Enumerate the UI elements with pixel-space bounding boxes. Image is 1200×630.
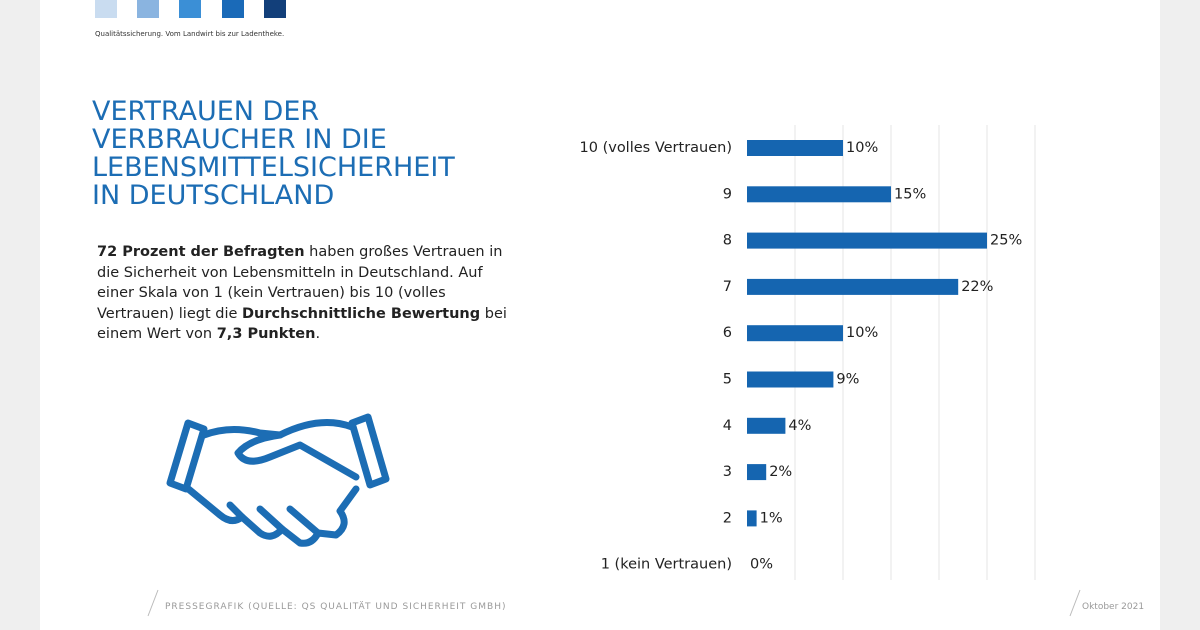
- headline-line: VERTRAUEN DER: [92, 96, 320, 127]
- category-label: 10 (volles Vertrauen): [580, 140, 732, 156]
- intro-run: .: [315, 326, 321, 342]
- value-label: 22%: [961, 279, 993, 295]
- category-label: 9: [723, 186, 732, 202]
- category-label: 3: [723, 464, 732, 480]
- value-label: 10%: [846, 140, 878, 156]
- card: Qualitätssicherung. Vom Landwirt bis zur…: [40, 0, 1160, 630]
- value-label: 10%: [846, 325, 878, 341]
- value-label: 0%: [750, 557, 773, 573]
- date: Oktober 2021: [1082, 602, 1145, 612]
- headline: VERTRAUEN DER VERBRAUCHER IN DIE LEBENSMIT…: [92, 98, 455, 210]
- handshake-icon: [166, 413, 390, 547]
- logo-squares: [95, 0, 286, 18]
- intro-run: haben großes Vertrauen in die Sicherheit…: [97, 244, 503, 322]
- category-label: 4: [723, 418, 732, 434]
- category-label: 5: [723, 372, 732, 388]
- bar: [747, 186, 891, 203]
- value-label: 4%: [788, 418, 811, 434]
- bar: [747, 140, 843, 156]
- value-label: 9%: [836, 372, 859, 388]
- headline-line: IN DEUTSCHLAND: [92, 180, 335, 211]
- source: PRESSEGRAFIK (QUELLE: QS QUALITÄT UND SI…: [165, 602, 507, 612]
- intro: 72 Prozent der Befragten haben großes Ve…: [97, 242, 507, 345]
- bar: [747, 232, 987, 249]
- footer: PRESSEGRAFIK (QUELLE: QS QUALITÄT UND SI…: [40, 589, 1160, 626]
- category-label: 1 (kein Vertrauen): [601, 557, 732, 573]
- intro-run: Durchschnittliche Bewertung: [242, 305, 481, 322]
- headline-line: LEBENSMITTELSICHERHEIT: [92, 152, 455, 183]
- bar: [747, 371, 834, 388]
- bar: [747, 278, 959, 295]
- intro-run: 7,3 Punkten: [216, 326, 316, 342]
- category-label: 7: [723, 279, 732, 295]
- category-label: 8: [723, 233, 732, 249]
- value-label: 2%: [769, 464, 792, 480]
- value-label: 15%: [894, 186, 926, 202]
- bar: [747, 510, 757, 527]
- tagline: Qualitätssicherung. Vom Landwirt bis zur…: [95, 30, 285, 38]
- category-label: 2: [723, 510, 732, 526]
- bar: [747, 325, 843, 342]
- headline-line: VERBRAUCHER IN DIE: [92, 124, 387, 155]
- category-label: 6: [723, 325, 732, 341]
- bar: [747, 417, 786, 434]
- intro-run: bei einem Wert von: [97, 305, 507, 343]
- chart: 10 (volles Vertrauen) 10%9 15%8 25%7 22%6 10%…: [580, 125, 1036, 580]
- footer-lines: [147, 589, 1081, 617]
- value-label: 1%: [760, 510, 783, 526]
- bar: [747, 464, 767, 481]
- value-label: 25%: [990, 233, 1022, 249]
- intro-run: 72 Prozent der Befragten: [97, 244, 305, 260]
